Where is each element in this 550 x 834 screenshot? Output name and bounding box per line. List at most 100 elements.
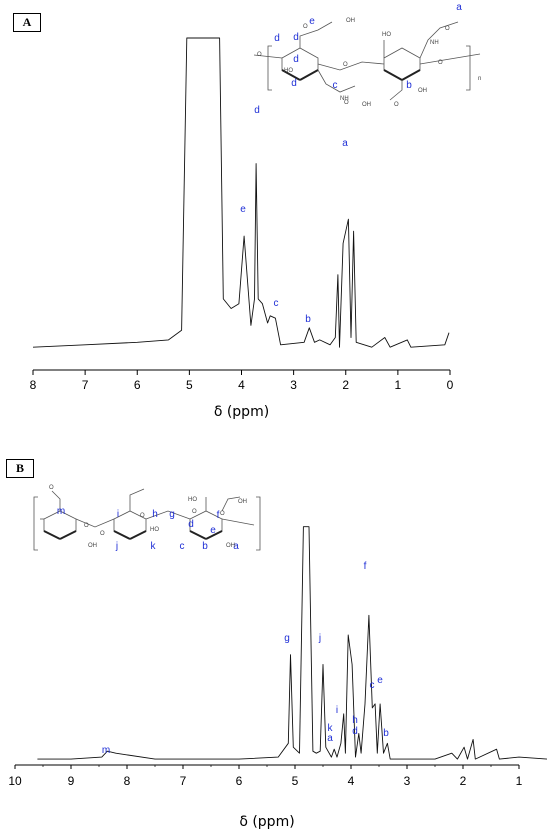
struct-atom: HO (188, 497, 197, 503)
ring-edge (113, 530, 131, 540)
side (221, 496, 241, 512)
struct-atom: HO (150, 527, 159, 533)
x-tick-label: 10 (8, 774, 22, 788)
bracket-right (256, 496, 261, 551)
x-tick-label: 4 (348, 774, 355, 788)
x-tick-label: 6 (134, 378, 141, 392)
peak-label-c: c (274, 298, 279, 309)
ring-edge (59, 530, 77, 540)
struct-atom: O (84, 523, 89, 529)
link (75, 518, 115, 528)
struct-atom: OH (88, 543, 97, 549)
struct-atom: O (343, 62, 348, 68)
panel-label-b: B (6, 459, 34, 478)
ring-1-edge (281, 69, 301, 81)
peak-label-d: d (254, 105, 260, 116)
struct-site-f: f (217, 510, 220, 521)
peak-label-f: f (364, 561, 367, 572)
panel-label-a: A (13, 13, 41, 32)
ring-edge (205, 530, 223, 540)
struct-atom: OH (418, 88, 427, 94)
struct-atom: O (438, 60, 443, 66)
struct-site-c: c (180, 541, 185, 552)
link (221, 518, 255, 526)
peak-label-e: e (240, 204, 246, 215)
link-left (253, 54, 283, 59)
x-tick-label: 7 (82, 378, 89, 392)
side-chain-5 (389, 80, 403, 101)
side-chain-2 (317, 69, 356, 93)
side-chain-4 (419, 21, 459, 59)
x-tick-label: 8 (30, 378, 37, 392)
struct-atom: O (303, 24, 308, 30)
struct-atom: O (220, 511, 225, 517)
struct-atom: OH (346, 18, 355, 24)
x-tick-label: 5 (186, 378, 193, 392)
bracket-right (466, 45, 471, 91)
struct-atom: O (100, 531, 105, 537)
struct-atom: OH (226, 543, 235, 549)
bracket-left (267, 45, 272, 91)
x-tick-label: 2 (342, 378, 349, 392)
struct-atom: OH (362, 102, 371, 108)
x-tick-label: 3 (404, 774, 411, 788)
struct-atom: HO (284, 68, 293, 74)
struct-site-h: h (152, 509, 158, 520)
ring-1 (281, 47, 319, 81)
struct-atom: O (257, 52, 262, 58)
struct-site-a: a (456, 2, 462, 13)
struct-atom: O (140, 513, 145, 519)
struct-site-k: k (151, 541, 157, 552)
peak-label-h: h (352, 715, 358, 726)
link (145, 510, 191, 520)
side (51, 490, 61, 511)
struct-atom: NH (430, 40, 439, 46)
spectrum-trace (32, 37, 450, 348)
struct-site-a: a (233, 541, 239, 552)
ring-2 (383, 47, 421, 81)
struct-atom: O (49, 485, 54, 491)
side (129, 488, 145, 511)
struct-site-c: c (333, 80, 338, 91)
peak-label-c: c (370, 680, 375, 691)
ring-2-edge (401, 69, 421, 81)
struct-site-e: e (309, 16, 315, 27)
struct-site-d: d (188, 519, 194, 530)
peak-label-b: b (383, 728, 389, 739)
spectrum-trace (37, 526, 548, 760)
peak-label-b: b (305, 314, 311, 325)
x-tick-label: 3 (290, 378, 297, 392)
struct-atom: NH (340, 96, 349, 102)
peak-label-m: m (102, 745, 110, 756)
struct-site-m: m (57, 506, 65, 517)
link-right (419, 53, 481, 65)
struct-site-e: e (210, 525, 216, 536)
link-middle (317, 61, 385, 71)
struct-site-d: d (291, 78, 297, 89)
peak-label-k: k (328, 723, 334, 734)
peak-label-e: e (377, 675, 383, 686)
x-tick-label: 6 (236, 774, 243, 788)
struct-atom: O (344, 100, 349, 106)
x-tick-label: 5 (292, 774, 299, 788)
struct-atom: n (478, 76, 481, 82)
x-axis-title: δ (ppm) (239, 814, 294, 830)
peak-label-i: i (336, 705, 338, 716)
struct-site-b: b (202, 541, 208, 552)
struct-site-j: j (115, 541, 118, 552)
bracket-left (33, 496, 38, 551)
panel-b: B 10 9 8 7 6 5 4 3 2 1 δ (ppm) m g j k a i h d f c e b m i h g d f e j… (0, 455, 550, 834)
struct-atom: OH (238, 499, 247, 505)
peak-label-a: a (342, 138, 348, 149)
struct-site-g: g (169, 509, 175, 520)
ring-edge (189, 530, 207, 540)
x-tick-label: 9 (68, 774, 75, 788)
struct-atom: O (394, 102, 399, 108)
struct-site-d: d (274, 33, 280, 44)
ring-edge (129, 530, 147, 540)
peak-label-g: g (284, 633, 290, 644)
struct-site-d: d (293, 54, 299, 65)
